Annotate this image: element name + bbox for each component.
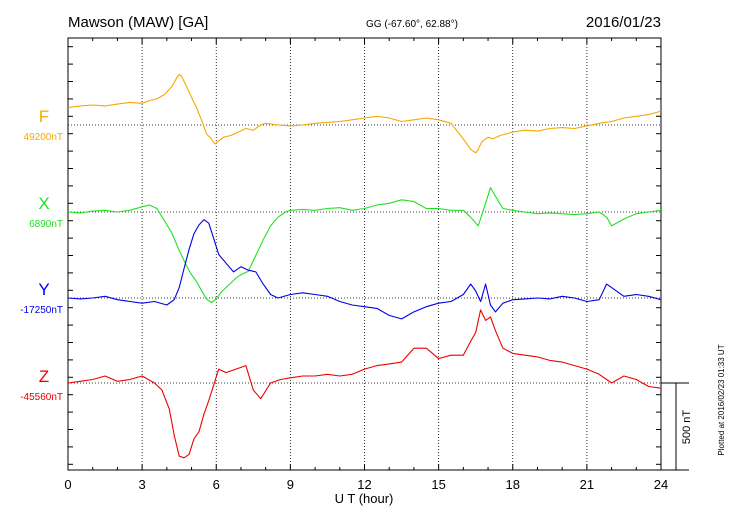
station-title: Mawson (MAW) [GA] — [68, 14, 208, 31]
plotted-note: Plotted at 2016/02/23 01:33 UT — [717, 344, 726, 455]
baseline-label-f: 49200nT — [24, 132, 63, 143]
x-tick-label: 9 — [287, 477, 294, 492]
channel-label-layer: F 49200nT X 6890nT Y -17250nT Z -45560nT — [20, 107, 63, 403]
channel-label-z: Z — [39, 367, 49, 386]
series-f — [67, 73, 662, 154]
x-tick-label: 3 — [139, 477, 146, 492]
date-label: 2016/01/23 — [586, 14, 661, 31]
x-tick-label: 15 — [431, 477, 445, 492]
series-z — [67, 309, 662, 459]
scale-bar: 500 nT — [661, 382, 693, 471]
x-axis-label: U T (hour) — [335, 491, 394, 506]
axis-layer: 0 3 6 9 12 15 18 21 24 — [64, 38, 668, 492]
coordinates-label: GG (-67.60°, 62.88°) — [366, 19, 458, 30]
series-x — [67, 187, 662, 304]
baseline-label-y: -17250nT — [20, 305, 63, 316]
channel-label-y: Y — [38, 280, 49, 299]
x-tick-label: 18 — [506, 477, 520, 492]
x-tick-label: 12 — [357, 477, 371, 492]
grid-layer — [68, 38, 661, 470]
x-tick-label: 21 — [580, 477, 594, 492]
channel-label-x: X — [38, 194, 49, 213]
x-tick-label: 6 — [213, 477, 220, 492]
x-tick-label: 0 — [64, 477, 71, 492]
baseline-label-z: -45560nT — [20, 392, 63, 403]
channel-label-f: F — [39, 107, 49, 126]
x-tick-label: 24 — [654, 477, 668, 492]
series-y — [67, 219, 662, 320]
baseline-label-x: 6890nT — [29, 219, 63, 230]
series-layer — [67, 73, 662, 459]
scale-bar-label: 500 nT — [681, 410, 693, 445]
